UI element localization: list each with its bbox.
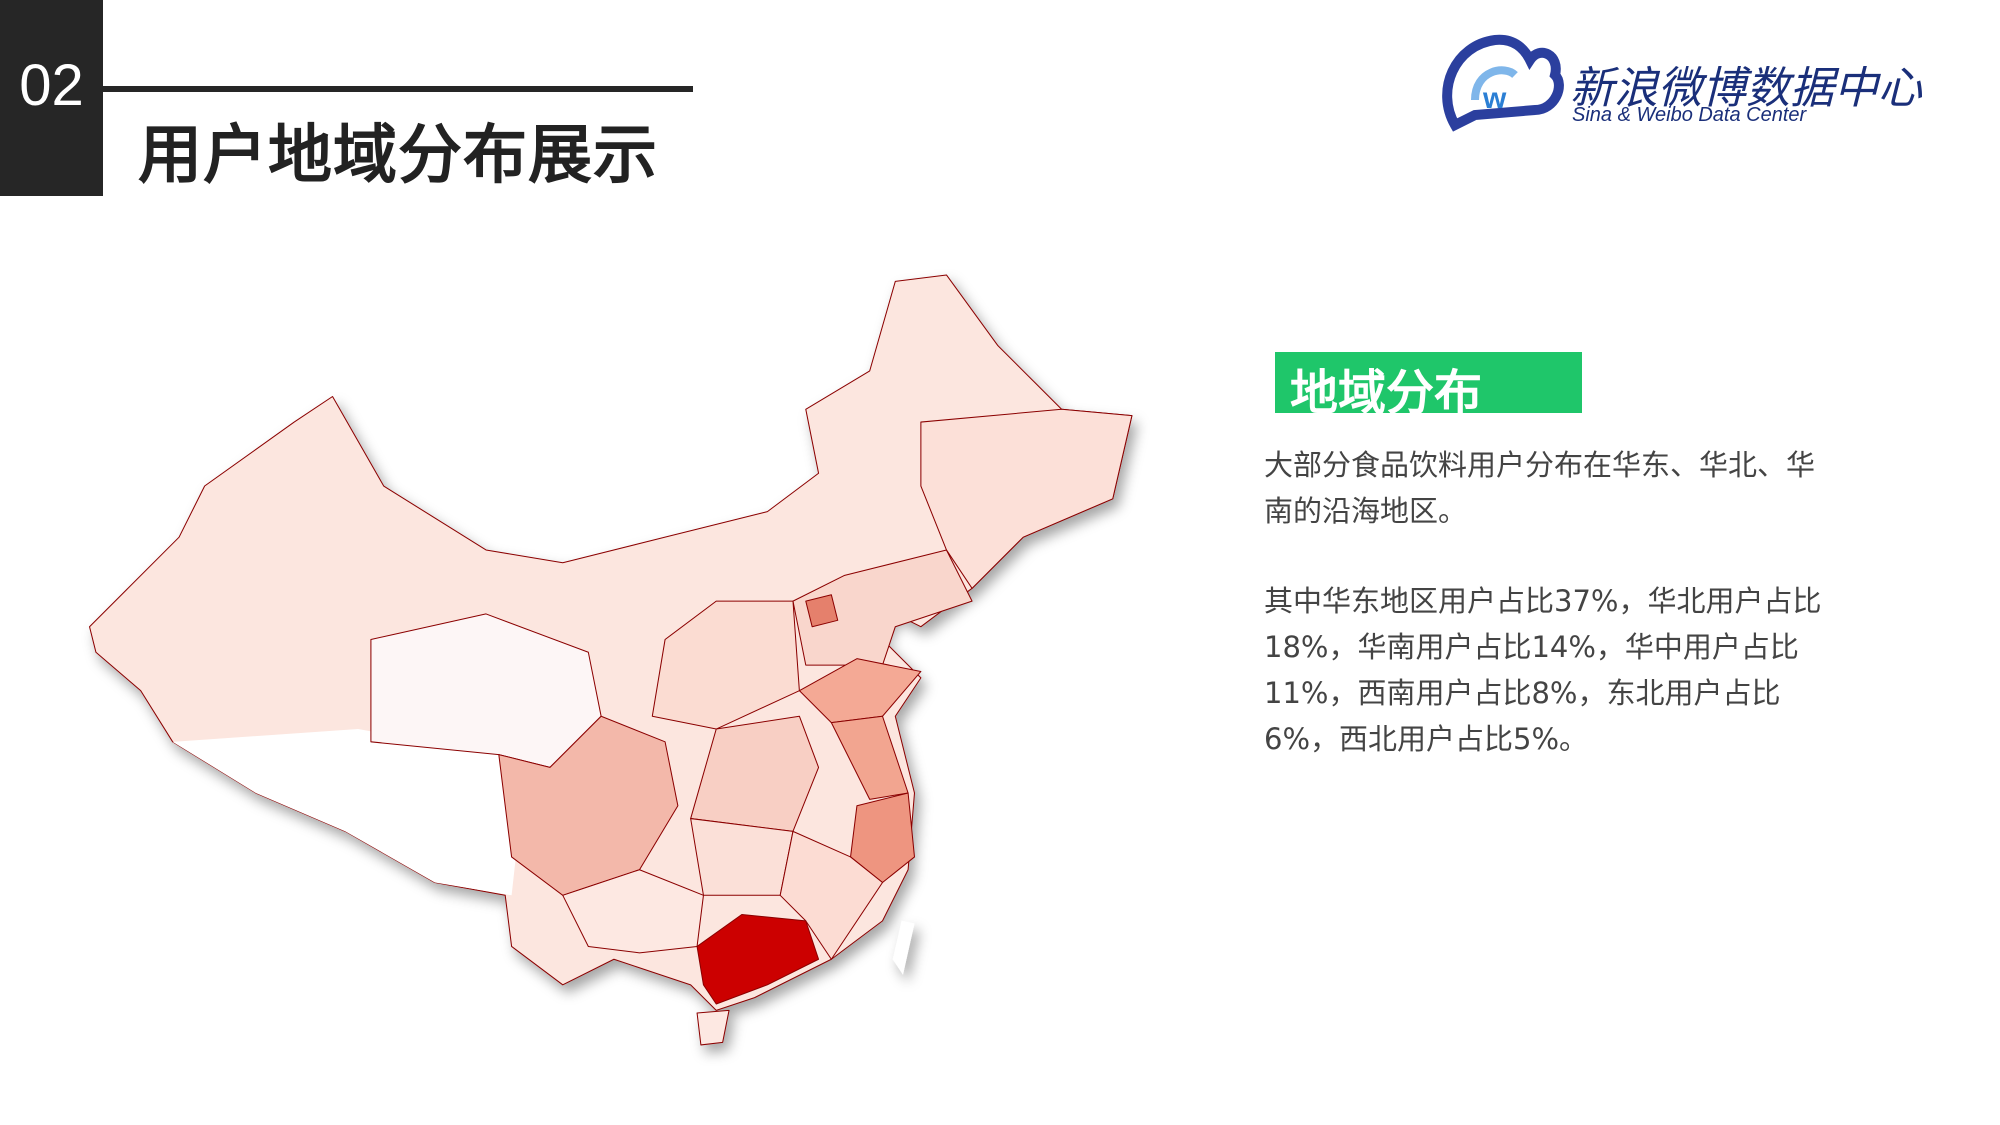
taiwan [892, 920, 915, 975]
logo-name: 新浪微博数据中心 [1570, 63, 1922, 114]
beijing [805, 594, 839, 628]
paragraph: 其中华东地区用户占比37%，华北用户占比18%，华南用户占比14%，华中用户占比… [1264, 584, 1822, 756]
paragraph: 大部分食品饮料用户分布在华东、华北、华南的沿海地区。 [1264, 448, 1816, 528]
title-rule [103, 86, 693, 92]
section-box [1275, 352, 1582, 413]
map [89, 274, 1133, 1046]
logo-icon: w [1442, 34, 1564, 132]
section-title: 地域分布 [1290, 365, 1483, 421]
central-north [690, 715, 820, 832]
sichuan [498, 715, 679, 896]
svg-text:w: w [1482, 82, 1507, 115]
slide-title: 用户地域分布展示 [138, 119, 658, 193]
hainan [696, 1009, 730, 1046]
fujian [779, 830, 884, 960]
logo-subtitle: Sina & Weibo Data Center [1572, 104, 1807, 126]
northeast [920, 408, 1133, 589]
shandong [798, 658, 922, 724]
north-china [792, 549, 973, 666]
guangdong [696, 913, 820, 1005]
zhejiang [850, 792, 915, 884]
number-box [0, 0, 103, 196]
tibet [172, 729, 525, 896]
section-number: 02 [19, 53, 84, 118]
central-south [690, 818, 794, 896]
